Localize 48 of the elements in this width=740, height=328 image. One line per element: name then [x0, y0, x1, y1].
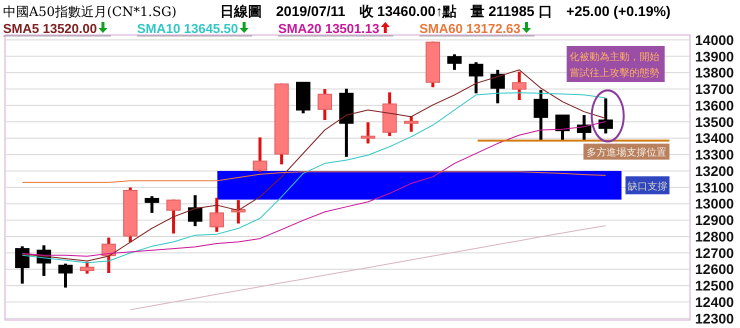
candlestick	[512, 72, 526, 100]
y-tick-label: 12900	[695, 212, 734, 228]
candlestick	[318, 89, 332, 120]
y-tick-label: 13000	[695, 196, 734, 212]
candlestick	[15, 246, 30, 284]
candlestick	[166, 199, 181, 234]
candlestick	[534, 90, 548, 140]
y-tick-label: 12300	[695, 310, 734, 326]
y-tick-label: 14000	[695, 32, 734, 48]
y-tick-label: 13500	[695, 114, 734, 130]
chart-title: 中國A50指數近月(CN*1.SG)	[3, 5, 177, 20]
y-tick-label: 13100	[695, 179, 734, 196]
text: SMA60 13172.63	[419, 21, 521, 36]
y-tick-label: 13200	[695, 162, 734, 179]
text: SMA10 13645.50	[136, 21, 238, 36]
y-tick-label: 13900	[695, 48, 734, 64]
candlestick	[188, 195, 202, 226]
y-tick-label: 13300	[695, 146, 734, 163]
candlestick	[555, 114, 570, 140]
ref-line-label: 多方進場支撐位置	[586, 146, 666, 159]
band-label: 缺口支撐	[628, 180, 668, 192]
candlestick	[468, 62, 484, 94]
candlestick	[210, 198, 224, 232]
candlestick	[490, 70, 505, 104]
line-series	[22, 171, 606, 183]
annotation: 化被動為主動，開始嘗試往上攻擊的態勢	[570, 51, 660, 79]
candlestick	[447, 54, 462, 70]
y-tick-label: 13600	[695, 97, 734, 114]
candlestick	[576, 115, 592, 140]
line-series	[130, 225, 606, 310]
candlestick	[404, 116, 418, 132]
candlestick	[252, 137, 268, 172]
y-tick-label: 13800	[695, 64, 734, 81]
y-tick-label: 12400	[695, 294, 734, 310]
text: SMA20 13501.13	[278, 21, 380, 36]
candlestick	[58, 264, 73, 288]
candlestick	[360, 122, 376, 144]
candlestick	[144, 196, 160, 213]
candlestick	[80, 262, 94, 274]
text: SMA5 13520.00	[3, 21, 97, 36]
candlestick	[598, 98, 613, 134]
y-tick-label: 13700	[695, 81, 734, 98]
y-tick-label: 12500	[695, 278, 734, 294]
y-tick-label: 12700	[695, 244, 734, 261]
y-tick-label: 12600	[695, 261, 734, 278]
y-tick-label: 12800	[695, 228, 734, 244]
chart-subtitle: 日線圖 2019/07/11 收 13460.00↑點 量 211985 口 +25.00 (+0.19%)	[220, 3, 671, 19]
y-tick-label: 13400	[695, 130, 734, 146]
